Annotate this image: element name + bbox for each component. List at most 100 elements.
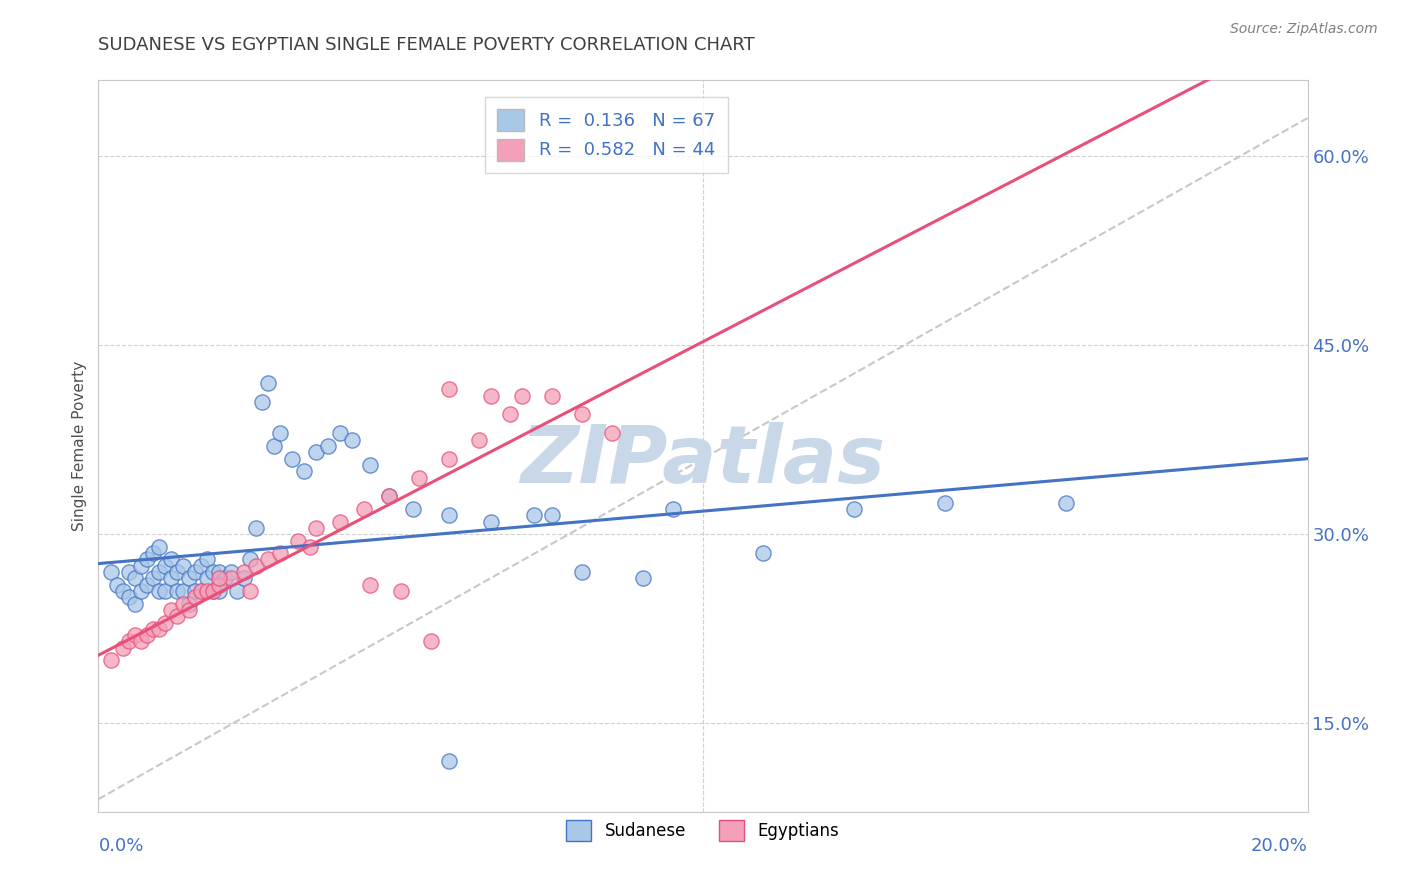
Point	[316, 439, 339, 453]
Point	[342, 433, 364, 447]
Point	[256, 552, 278, 566]
Point	[190, 584, 212, 599]
Point	[179, 603, 201, 617]
Point	[118, 634, 141, 648]
Point	[135, 578, 157, 592]
Point	[111, 640, 134, 655]
Point	[481, 388, 503, 402]
Point	[190, 584, 212, 599]
Point	[202, 584, 225, 599]
Point	[142, 546, 165, 560]
Text: 20.0%: 20.0%	[1251, 838, 1308, 855]
Point	[166, 565, 188, 579]
Point	[934, 496, 956, 510]
Point	[160, 571, 183, 585]
Text: Source: ZipAtlas.com: Source: ZipAtlas.com	[1230, 22, 1378, 37]
Point	[256, 376, 278, 390]
Point	[269, 426, 291, 441]
Point	[202, 584, 225, 599]
Point	[214, 571, 236, 585]
Point	[408, 470, 430, 484]
Point	[305, 521, 328, 535]
Point	[540, 388, 562, 402]
Point	[245, 521, 267, 535]
Point	[661, 502, 683, 516]
Point	[571, 565, 593, 579]
Point	[124, 571, 146, 585]
Point	[377, 490, 399, 504]
Point	[437, 382, 460, 396]
Point	[437, 508, 460, 523]
Point	[135, 628, 157, 642]
Point	[329, 515, 352, 529]
Point	[153, 584, 176, 599]
Point	[437, 451, 460, 466]
Legend: R =  0.136   N = 67, R =  0.582   N = 44: R = 0.136 N = 67, R = 0.582 N = 44	[485, 96, 728, 173]
Point	[124, 597, 146, 611]
Point	[437, 754, 460, 768]
Point	[402, 502, 425, 516]
Point	[166, 584, 188, 599]
Point	[360, 458, 382, 472]
Point	[221, 565, 243, 579]
Point	[232, 565, 254, 579]
Point	[148, 565, 170, 579]
Point	[111, 584, 134, 599]
Point	[389, 584, 412, 599]
Point	[844, 502, 866, 516]
Point	[105, 578, 128, 592]
Point	[360, 578, 382, 592]
Point	[523, 508, 546, 523]
Point	[118, 565, 141, 579]
Point	[299, 540, 322, 554]
Point	[353, 502, 375, 516]
Point	[129, 558, 152, 573]
Point	[129, 634, 152, 648]
Point	[153, 558, 176, 573]
Point	[184, 591, 207, 605]
Point	[571, 408, 593, 422]
Point	[540, 508, 562, 523]
Point	[250, 395, 273, 409]
Point	[239, 584, 262, 599]
Point	[287, 533, 309, 548]
Point	[269, 546, 291, 560]
Y-axis label: Single Female Poverty: Single Female Poverty	[72, 361, 87, 531]
Point	[179, 571, 201, 585]
Point	[184, 565, 207, 579]
Point	[602, 426, 624, 441]
Point	[148, 540, 170, 554]
Point	[1054, 496, 1077, 510]
Point	[148, 584, 170, 599]
Point	[166, 609, 188, 624]
Point	[195, 571, 218, 585]
Point	[142, 571, 165, 585]
Point	[172, 584, 194, 599]
Point	[179, 597, 201, 611]
Point	[124, 628, 146, 642]
Point	[160, 552, 183, 566]
Point	[631, 571, 654, 585]
Point	[129, 584, 152, 599]
Point	[208, 565, 231, 579]
Point	[208, 584, 231, 599]
Point	[190, 558, 212, 573]
Point	[100, 565, 122, 579]
Point	[195, 584, 218, 599]
Point	[263, 439, 285, 453]
Point	[226, 584, 249, 599]
Point	[172, 558, 194, 573]
Point	[202, 565, 225, 579]
Point	[221, 571, 243, 585]
Point	[142, 622, 165, 636]
Point	[208, 571, 231, 585]
Point	[281, 451, 304, 466]
Text: SUDANESE VS EGYPTIAN SINGLE FEMALE POVERTY CORRELATION CHART: SUDANESE VS EGYPTIAN SINGLE FEMALE POVER…	[98, 36, 755, 54]
Text: 0.0%: 0.0%	[98, 838, 143, 855]
Text: ZIPatlas: ZIPatlas	[520, 422, 886, 500]
Point	[208, 578, 231, 592]
Point	[498, 408, 520, 422]
Point	[135, 552, 157, 566]
Point	[510, 388, 533, 402]
Point	[468, 433, 491, 447]
